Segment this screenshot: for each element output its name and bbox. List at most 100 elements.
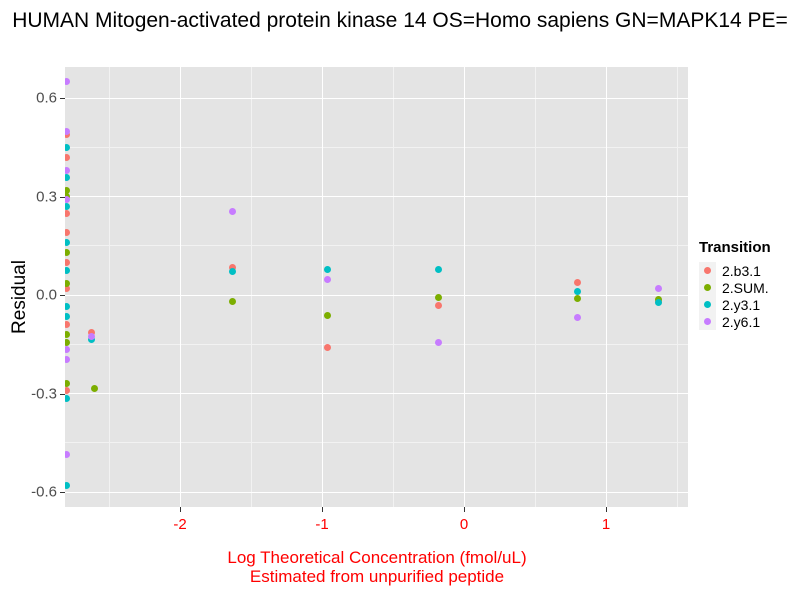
x-axis-title-line2: Estimated from unpurified peptide — [249, 567, 505, 586]
legend-item-label: 2.SUM. — [722, 279, 769, 296]
legend-key-swatch — [699, 279, 716, 296]
data-point-2.y6.1 — [65, 345, 70, 353]
legend-key-swatch — [699, 262, 716, 279]
legend-item-label: 2.y6.1 — [722, 313, 761, 330]
gridline-minor-x — [392, 67, 394, 507]
data-point-2.SUM. — [65, 380, 70, 388]
data-point-2.b3.1 — [574, 279, 582, 287]
gridline-major-y — [65, 196, 688, 198]
data-point-2.SUM. — [65, 186, 70, 194]
data-point-2.y6.1 — [88, 332, 96, 340]
data-point-2.y6.1 — [434, 338, 442, 346]
data-point-2.b3.1 — [434, 302, 442, 310]
data-point-2.y6.1 — [65, 166, 70, 174]
gridline-minor-x — [108, 67, 110, 507]
y-tick-mark — [60, 295, 65, 297]
data-point-2.b3.1 — [65, 321, 70, 329]
legend: Transition 2.b3.1 2.SUM. 2.y3.1 2.y6.1 — [699, 239, 771, 330]
data-point-2.y3.1 — [65, 313, 70, 321]
data-point-2.b3.1 — [324, 343, 332, 351]
data-point-2.y6.1 — [65, 78, 70, 86]
x-tick-label: 0 — [459, 516, 469, 533]
y-tick-label: 0.3 — [36, 188, 57, 206]
x-tick-label: 1 — [601, 516, 611, 533]
gridline-major-y — [65, 294, 688, 296]
data-point-2.y3.1 — [655, 298, 663, 306]
gridline-major-x — [321, 67, 323, 507]
x-tick-label: -2 — [173, 516, 187, 533]
data-point-2.y6.1 — [65, 196, 70, 204]
data-point-2.SUM. — [65, 331, 70, 339]
data-point-2.y6.1 — [229, 207, 237, 215]
x-axis-title: Log Theoretical Concentration (fmol/uL) … — [227, 548, 526, 586]
chart-title: HUMAN Mitogen-activated protein kinase 1… — [12, 9, 788, 32]
y-tick-mark — [60, 393, 65, 395]
data-point-2.b3.1 — [65, 153, 70, 161]
legend-key-dot — [704, 267, 711, 274]
legend-item: 2.SUM. — [699, 279, 771, 296]
legend-key-swatch — [699, 313, 716, 330]
data-point-2.SUM. — [65, 280, 70, 288]
data-point-2.SUM. — [91, 385, 99, 393]
data-point-2.y6.1 — [655, 285, 663, 293]
data-point-2.b3.1 — [65, 229, 70, 237]
gridline-minor-x — [676, 67, 678, 507]
legend-key-swatch — [699, 296, 716, 313]
data-point-2.y3.1 — [229, 268, 237, 276]
data-point-2.y3.1 — [434, 266, 442, 274]
legend-key-dot — [704, 301, 711, 308]
data-point-2.y6.1 — [574, 314, 582, 322]
data-point-2.SUM. — [574, 295, 582, 303]
data-point-2.y6.1 — [65, 355, 70, 363]
data-point-2.SUM. — [65, 339, 70, 347]
gridline-major-y — [65, 491, 688, 493]
y-tick-label: 0.0 — [36, 286, 57, 304]
data-point-2.b3.1 — [65, 209, 70, 217]
legend-key-dot — [704, 318, 711, 325]
data-point-2.y3.1 — [65, 482, 70, 490]
data-point-2.y3.1 — [574, 287, 582, 295]
legend-key-dot — [704, 284, 711, 291]
gridline-minor-y — [65, 343, 688, 345]
legend-item-label: 2.b3.1 — [722, 262, 761, 279]
gridline-major-x — [179, 67, 181, 507]
data-point-2.b3.1 — [65, 285, 70, 293]
data-point-2.y3.1 — [65, 239, 70, 247]
data-point-2.b3.1 — [229, 264, 237, 272]
gridline-major-x — [605, 67, 607, 507]
x-tick-mark — [606, 507, 608, 512]
gridline-minor-y — [65, 442, 688, 444]
data-point-2.SUM. — [65, 249, 70, 257]
x-tick-label: -1 — [315, 516, 329, 533]
data-point-2.SUM. — [229, 298, 237, 306]
gridline-major-x — [463, 67, 465, 507]
y-tick-mark — [60, 98, 65, 100]
gridline-minor-x — [534, 67, 536, 507]
y-tick-mark — [60, 196, 65, 198]
legend-title: Transition — [699, 239, 771, 256]
legend-item: 2.y3.1 — [699, 296, 771, 313]
data-point-2.y6.1 — [324, 275, 332, 283]
legend-items: 2.b3.1 2.SUM. 2.y3.1 2.y6.1 — [699, 262, 771, 330]
data-point-2.y6.1 — [65, 127, 70, 135]
plot-panel — [65, 67, 688, 507]
y-tick-label: -0.3 — [31, 385, 57, 403]
data-point-2.y3.1 — [65, 395, 70, 403]
y-tick-label: 0.6 — [36, 89, 57, 107]
data-point-2.y3.1 — [65, 203, 70, 211]
gridline-minor-x — [250, 67, 252, 507]
x-tick-mark — [180, 507, 182, 512]
legend-item: 2.y6.1 — [699, 313, 771, 330]
data-point-2.y6.1 — [65, 450, 70, 458]
data-point-2.y3.1 — [324, 266, 332, 274]
x-tick-mark — [464, 507, 466, 512]
gridline-minor-y — [65, 245, 688, 247]
legend-item-label: 2.y3.1 — [722, 296, 761, 313]
data-point-2.b3.1 — [65, 258, 70, 266]
gridline-minor-y — [65, 146, 688, 148]
data-point-2.y3.1 — [65, 267, 70, 275]
legend-item: 2.b3.1 — [699, 262, 771, 279]
data-point-2.y3.1 — [65, 173, 70, 181]
gridline-major-y — [65, 393, 688, 395]
